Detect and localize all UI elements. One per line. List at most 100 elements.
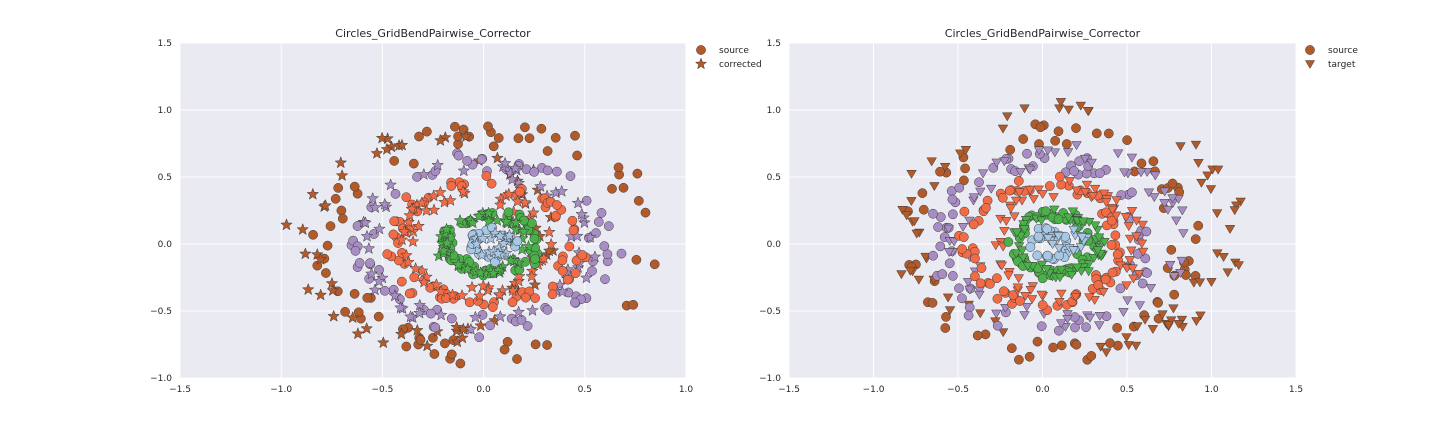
source-point xyxy=(542,165,553,176)
target-point xyxy=(1019,311,1030,321)
target-point xyxy=(1043,234,1054,244)
target-point xyxy=(943,224,954,234)
chart-title: Circles_GridBendPairwise_Corrector xyxy=(945,27,1141,40)
source-point xyxy=(1040,206,1051,217)
source-point xyxy=(948,271,958,281)
target-point xyxy=(1037,190,1048,200)
source-point xyxy=(389,216,400,227)
source-point xyxy=(970,271,980,282)
source-point xyxy=(446,181,457,191)
source-point xyxy=(596,208,607,218)
target-point xyxy=(909,217,920,227)
source-point xyxy=(1112,322,1122,333)
target-point xyxy=(1171,216,1182,226)
target-point xyxy=(968,193,980,203)
target-point xyxy=(1019,104,1030,114)
source-point xyxy=(1127,187,1137,198)
target-point xyxy=(1196,178,1207,188)
source-point xyxy=(640,207,651,218)
target-point xyxy=(1012,283,1024,293)
target-point xyxy=(1068,246,1079,256)
corrected-point xyxy=(394,301,407,314)
source-point xyxy=(963,310,974,321)
source-point xyxy=(567,215,578,226)
target-point xyxy=(1147,325,1159,335)
source-point xyxy=(552,166,562,177)
source-point xyxy=(964,302,975,313)
corrected-point xyxy=(437,244,451,257)
corrected-point xyxy=(351,327,365,340)
corrected-point xyxy=(346,310,360,324)
source-point xyxy=(935,241,946,252)
target-point xyxy=(1041,265,1053,274)
corrected-point xyxy=(372,274,386,287)
corrected-point xyxy=(522,239,535,252)
target-point xyxy=(939,162,951,172)
target-point xyxy=(955,149,966,159)
target-point xyxy=(1212,249,1223,259)
target-point xyxy=(1071,141,1082,151)
corrected-point xyxy=(384,178,397,191)
target-point xyxy=(1111,196,1122,206)
target-point xyxy=(1049,148,1061,158)
source-point xyxy=(530,254,540,264)
source-point xyxy=(493,133,504,143)
source-point xyxy=(520,292,531,303)
chart-title: Circles_GridBendPairwise_Corrector xyxy=(335,27,531,40)
corrected-point xyxy=(360,229,374,242)
source-point xyxy=(1048,342,1058,353)
target-point xyxy=(1000,303,1011,313)
corrected-point xyxy=(417,167,431,180)
source-point xyxy=(330,193,341,204)
corrected-point xyxy=(474,319,488,332)
corrected-point xyxy=(326,283,340,296)
corrected-point xyxy=(470,237,483,250)
legend-marker-target xyxy=(1304,60,1316,69)
target-point xyxy=(1010,196,1022,206)
corrected-point xyxy=(511,194,524,207)
source-point xyxy=(933,222,943,232)
source-point xyxy=(1137,278,1148,289)
source-point xyxy=(1037,273,1048,284)
source-point xyxy=(998,286,1009,297)
source-point xyxy=(429,349,440,359)
source-point xyxy=(917,188,928,198)
target-point xyxy=(997,124,1009,134)
target-point xyxy=(1150,171,1161,181)
target-point xyxy=(1121,333,1132,343)
target-point xyxy=(1024,165,1036,175)
target-point xyxy=(1218,253,1229,262)
target-point xyxy=(1149,193,1160,203)
target-point xyxy=(1048,193,1059,203)
source-point xyxy=(379,285,390,296)
corrected-point xyxy=(493,229,507,242)
source-point xyxy=(529,233,540,244)
source-point xyxy=(940,323,951,333)
source-point xyxy=(603,221,614,231)
target-point xyxy=(1130,341,1142,351)
target-point xyxy=(1132,322,1143,332)
corrected-point xyxy=(314,288,328,301)
target-point xyxy=(977,169,989,179)
corrected-point xyxy=(404,310,417,323)
source-point xyxy=(1153,297,1163,308)
corrected-point xyxy=(575,207,589,220)
target-point xyxy=(1163,321,1174,331)
corrected-point xyxy=(512,305,525,318)
source-point xyxy=(401,341,412,352)
source-point xyxy=(613,162,624,173)
target-point xyxy=(1126,153,1138,163)
corrected-point xyxy=(368,200,382,214)
target-point xyxy=(1068,225,1080,235)
target-point xyxy=(1212,165,1224,175)
corrected-point xyxy=(365,267,378,280)
source-point xyxy=(1081,322,1091,333)
source-point xyxy=(476,154,487,165)
legend-label: target xyxy=(1328,60,1356,70)
x-tick-label: 1.0 xyxy=(1204,385,1219,395)
corrected-point xyxy=(580,271,593,284)
target-point xyxy=(1176,256,1188,266)
source-point xyxy=(522,321,533,331)
target-point xyxy=(960,146,972,155)
source-point xyxy=(1061,139,1072,149)
